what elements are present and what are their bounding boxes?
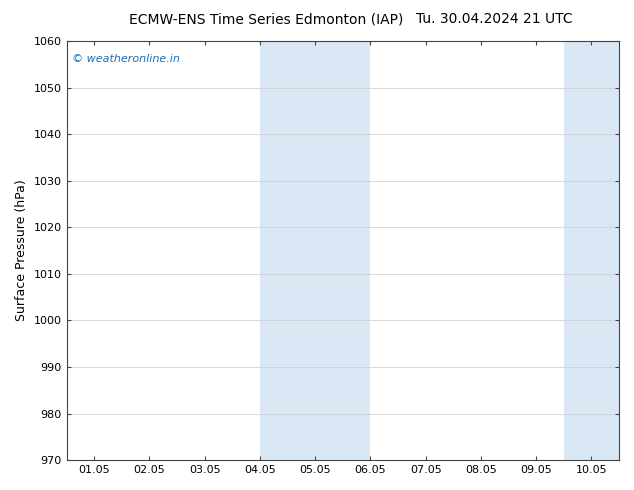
- Text: ECMW-ENS Time Series Edmonton (IAP): ECMW-ENS Time Series Edmonton (IAP): [129, 12, 403, 26]
- Y-axis label: Surface Pressure (hPa): Surface Pressure (hPa): [15, 180, 28, 321]
- Text: Tu. 30.04.2024 21 UTC: Tu. 30.04.2024 21 UTC: [416, 12, 573, 26]
- Text: © weatheronline.in: © weatheronline.in: [72, 53, 180, 64]
- Bar: [564, 41, 619, 460]
- Bar: [260, 41, 370, 460]
